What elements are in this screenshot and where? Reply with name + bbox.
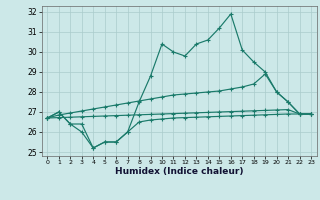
X-axis label: Humidex (Indice chaleur): Humidex (Indice chaleur) xyxy=(115,167,244,176)
